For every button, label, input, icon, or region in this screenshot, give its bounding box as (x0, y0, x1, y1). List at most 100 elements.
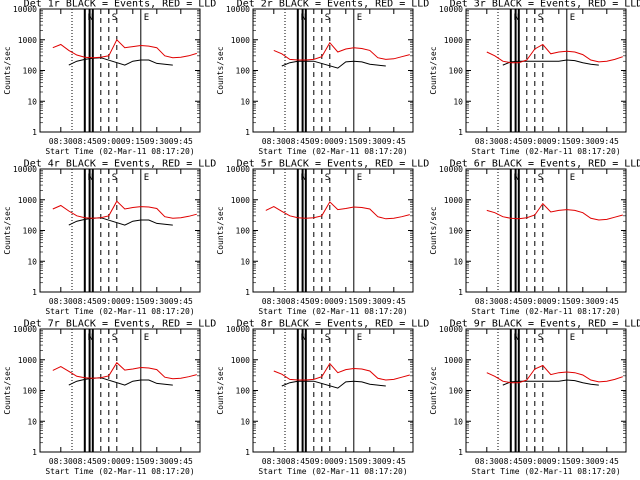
x-tick-label: 09:15 (121, 137, 145, 146)
y-axis-label: Counts/sec (216, 206, 225, 254)
chart-title: Det 8r BLACK = Events, RED = LLD (237, 318, 430, 329)
marker-label: E (357, 173, 362, 183)
y-axis-label: Counts/sec (3, 206, 12, 254)
x-tick-label: 09:45 (169, 457, 193, 466)
x-tick-label: 09:30 (358, 457, 382, 466)
marker-label: S (112, 333, 117, 343)
marker-label: E (570, 13, 575, 23)
y-tick-label: 100 (449, 387, 464, 396)
y-tick-label: 100 (236, 387, 251, 396)
y-tick-label: 10000 (226, 5, 250, 14)
x-axis-label: Start Time (02-Mar-11 08:17:20) (258, 307, 407, 316)
series-line-lld (486, 364, 623, 384)
y-tick-label: 100 (449, 227, 464, 236)
x-tick-label: 09:00 (97, 457, 121, 466)
y-axis-label: Counts/sec (216, 366, 225, 414)
x-tick-label: 08:30 (475, 137, 499, 146)
x-axis-label: Start Time (02-Mar-11 08:17:20) (258, 147, 407, 156)
y-tick-label: 10 (240, 97, 250, 106)
chart-title: Det 9r BLACK = Events, RED = LLD (450, 318, 640, 329)
y-axis-label: Counts/sec (3, 366, 12, 414)
y-tick-label: 10000 (226, 325, 250, 334)
marker-label: S (538, 173, 543, 183)
marker-label: E (570, 173, 575, 183)
marker-label: S (538, 13, 543, 23)
y-axis-label: Counts/sec (216, 46, 225, 94)
marker-label: E (570, 333, 575, 343)
y-tick-label: 1000 (444, 36, 463, 45)
y-tick-label: 1000 (18, 196, 37, 205)
plot-frame (39, 8, 201, 133)
plot-frame (252, 168, 414, 293)
chart-panel-3: Det 3r BLACK = Events, RED = LLD 1 10 100 10… (429, 0, 640, 156)
marker-label: E (144, 173, 149, 183)
marker-label: E (357, 333, 362, 343)
marker-label: N (301, 13, 306, 23)
y-tick-label: 10 (240, 257, 250, 266)
x-tick-label: 08:45 (499, 457, 523, 466)
marker-label: E (144, 333, 149, 343)
marker-label: N (301, 173, 306, 183)
x-tick-label: 09:00 (310, 297, 334, 306)
x-tick-label: 08:30 (49, 457, 73, 466)
series-line-lld (273, 362, 410, 381)
y-tick-label: 1000 (18, 36, 37, 45)
x-tick-label: 09:45 (595, 297, 619, 306)
x-tick-label: 08:30 (49, 137, 73, 146)
x-axis-label: Start Time (02-Mar-11 08:17:20) (258, 467, 407, 476)
x-tick-label: 09:45 (169, 137, 193, 146)
marker-label: E (357, 13, 362, 23)
x-tick-label: 08:45 (73, 297, 97, 306)
chart-title: Det 1r BLACK = Events, RED = LLD (24, 0, 217, 9)
chart-panel-5: Det 5r BLACK = Events, RED = LLD 1 10 100 10… (216, 158, 429, 316)
series-line-lld (486, 43, 623, 64)
y-tick-label: 1000 (18, 356, 37, 365)
y-tick-label: 1 (458, 448, 463, 457)
marker-label: N (514, 13, 519, 23)
y-tick-label: 1000 (444, 356, 463, 365)
series-line-events (68, 377, 173, 386)
chart-title: Det 7r BLACK = Events, RED = LLD (24, 318, 217, 329)
x-tick-label: 09:00 (97, 137, 121, 146)
x-tick-label: 09:15 (334, 137, 358, 146)
plot-frame (39, 168, 201, 293)
series-line-lld (52, 361, 197, 380)
y-axis-label: Counts/sec (429, 366, 438, 414)
marker-label: N (88, 173, 93, 183)
chart-panel-8: Det 8r BLACK = Events, RED = LLD 1 10 100 10… (216, 318, 429, 476)
chart-title: Det 5r BLACK = Events, RED = LLD (237, 158, 430, 169)
x-tick-label: 08:45 (499, 297, 523, 306)
marker-label: S (325, 173, 330, 183)
x-tick-label: 08:45 (286, 457, 310, 466)
series-line-events (502, 59, 599, 66)
x-tick-label: 09:30 (145, 137, 169, 146)
y-tick-label: 1 (32, 288, 37, 297)
x-tick-label: 09:30 (145, 297, 169, 306)
plot-frame (39, 328, 201, 453)
x-tick-label: 09:45 (382, 297, 406, 306)
y-tick-label: 10000 (13, 325, 37, 334)
x-tick-label: 09:30 (358, 137, 382, 146)
y-tick-label: 10000 (13, 165, 37, 174)
x-tick-label: 08:30 (262, 457, 286, 466)
y-tick-label: 1000 (231, 356, 250, 365)
marker-label: S (325, 13, 330, 23)
x-tick-label: 08:45 (499, 137, 523, 146)
marker-label: E (144, 13, 149, 23)
marker-label: S (538, 333, 543, 343)
series-line-lld (52, 200, 197, 219)
x-axis-label: Start Time (02-Mar-11 08:17:20) (45, 147, 194, 156)
x-tick-label: 09:15 (334, 457, 358, 466)
marker-label: S (112, 173, 117, 183)
y-tick-label: 1000 (231, 196, 250, 205)
series-line-events (68, 57, 173, 66)
x-tick-label: 09:30 (571, 137, 595, 146)
x-axis-label: Start Time (02-Mar-11 08:17:20) (471, 467, 620, 476)
x-tick-label: 08:45 (286, 137, 310, 146)
y-tick-label: 10 (453, 257, 463, 266)
chart-panel-9: Det 9r BLACK = Events, RED = LLD 1 10 100 10… (429, 318, 640, 476)
plot-frame (252, 328, 414, 453)
chart-title: Det 3r BLACK = Events, RED = LLD (450, 0, 640, 9)
y-tick-label: 1000 (231, 36, 250, 45)
y-tick-label: 10000 (439, 5, 463, 14)
